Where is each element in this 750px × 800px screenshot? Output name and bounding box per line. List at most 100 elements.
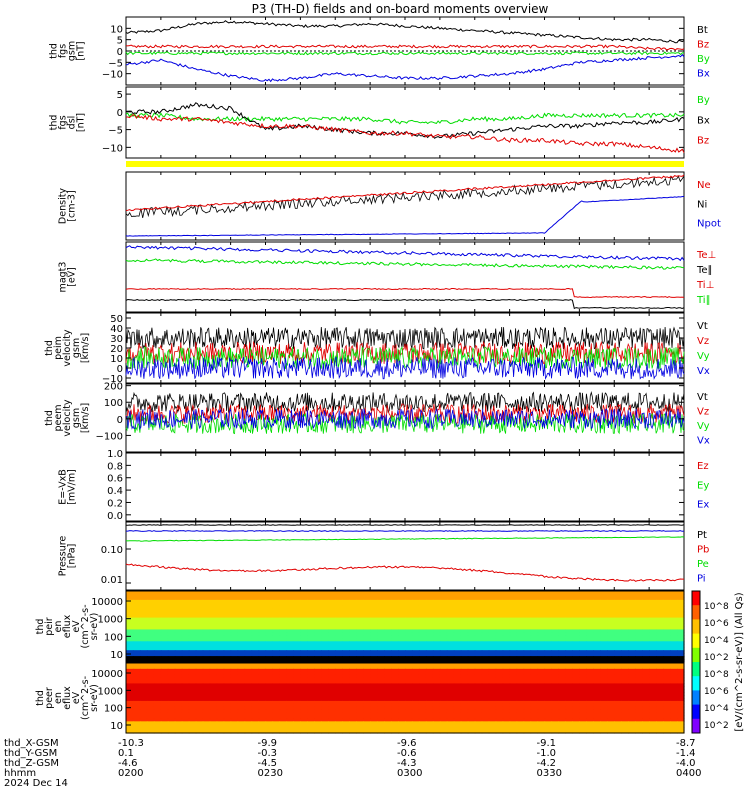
spectrogram-cell — [502, 659, 511, 663]
spectrogram-cell — [244, 665, 253, 670]
spectrogram-cell — [411, 614, 420, 619]
spectrogram-cell — [335, 692, 343, 696]
spectrogram-cell — [600, 596, 608, 601]
spectrogram-cell — [488, 706, 497, 711]
spectrogram-cell — [537, 623, 546, 628]
spectrogram-cell — [670, 605, 678, 610]
spectrogram-cell — [405, 663, 413, 667]
spectrogram-cell — [342, 715, 350, 720]
spectrogram-cell — [223, 663, 232, 667]
spectrogram-cell — [293, 620, 301, 625]
spectrogram-cell — [258, 638, 267, 642]
spectrogram-cell — [384, 715, 392, 720]
spectrogram-cell — [314, 650, 322, 654]
spectrogram-cell — [265, 715, 274, 720]
spectrogram-cell — [544, 665, 553, 670]
spectrogram-cell — [251, 638, 260, 642]
spectrogram-cell — [607, 620, 615, 625]
x-axis-value: -10.3 — [118, 738, 144, 749]
spectrogram-cell — [377, 718, 385, 722]
spectrogram-cell — [600, 692, 608, 696]
spectrogram-cell — [495, 706, 504, 711]
spectrogram-cell — [363, 626, 371, 631]
spectrogram-cell — [670, 638, 678, 642]
spectrogram-cell — [126, 671, 134, 676]
spectrogram-cell — [342, 695, 350, 699]
spectrogram-cell — [391, 635, 399, 639]
spectrogram-cell — [530, 712, 539, 717]
spectrogram-cell — [146, 605, 155, 610]
spectrogram-cell — [167, 647, 176, 651]
spectrogram-cell — [321, 602, 329, 607]
spectrogram-cell — [614, 668, 622, 673]
spectrogram-cell — [572, 680, 580, 685]
spectrogram-cell — [439, 656, 448, 660]
spectrogram-cell — [139, 698, 148, 702]
spectrogram-cell — [544, 689, 553, 693]
spectrogram-cell — [237, 718, 246, 722]
spectrogram-cell — [579, 686, 587, 690]
series-line — [125, 408, 685, 431]
spectrogram-cell — [551, 700, 560, 705]
y-tick-label: 0.0 — [107, 511, 123, 522]
spectrogram-cell — [635, 689, 643, 693]
y-axis-label: E=-VxB — [58, 469, 69, 504]
spectrogram-cell — [495, 683, 504, 687]
spectrogram-cell — [139, 665, 148, 670]
spectrogram-cell — [642, 647, 650, 651]
colorbar-tick-label: 10^2 — [704, 653, 729, 663]
spectrogram-cell — [223, 703, 232, 708]
spectrogram-cell — [342, 641, 350, 645]
spectrogram-cell — [425, 632, 434, 636]
spectrogram-cell — [551, 644, 560, 648]
spectrogram-cell — [160, 668, 169, 673]
spectrogram-cell — [418, 721, 427, 725]
spectrogram-cell — [432, 635, 441, 639]
spectrogram-cell — [286, 686, 294, 690]
spectrogram-cell — [502, 641, 511, 645]
spectrogram-cell — [418, 698, 427, 702]
spectrogram-cell — [307, 663, 315, 667]
spectrogram-cell — [544, 596, 553, 601]
spectrogram-cell — [572, 698, 580, 702]
spectrogram-cell — [593, 599, 601, 604]
spectrogram-cell — [230, 623, 239, 628]
spectrogram-cell — [586, 605, 594, 610]
spectrogram-cell — [126, 665, 134, 670]
spectrogram-cell — [363, 650, 371, 654]
spectrogram-cell — [188, 724, 197, 728]
spectrogram-cell — [502, 605, 511, 610]
spectrogram-cell — [209, 638, 218, 642]
spectrogram-cell — [453, 602, 462, 607]
spectrogram-cell — [607, 715, 615, 720]
spectrogram-cell — [286, 727, 294, 731]
spectrogram-cell — [614, 611, 622, 616]
spectrogram-cell — [488, 605, 497, 610]
spectrogram-cell — [126, 638, 134, 642]
spectrogram-cell — [405, 665, 413, 670]
spectrogram-cell — [300, 721, 308, 725]
spectrogram-cell — [279, 683, 288, 687]
spectrogram-cell — [126, 703, 134, 708]
spectrogram-cell — [586, 602, 594, 607]
spectrogram-cell — [614, 674, 622, 679]
spectrogram-cell — [411, 596, 420, 601]
spectrogram-cell — [495, 727, 504, 731]
spectrogram-cell — [139, 671, 148, 676]
spectrogram-cell — [579, 614, 587, 619]
spectrogram-cell — [384, 659, 392, 663]
spectrogram-cell — [398, 700, 406, 705]
spectrogram-cell — [509, 674, 518, 679]
spectrogram-cell — [586, 709, 594, 714]
spectrogram-cell — [432, 727, 441, 731]
spectrogram-cell — [384, 653, 392, 657]
spectrogram-cell — [195, 689, 204, 693]
spectrogram-cell — [139, 629, 148, 634]
spectrogram-cell — [663, 700, 671, 705]
spectrogram-cell — [614, 715, 622, 720]
spectrogram-cell — [258, 647, 267, 651]
spectrogram-cell — [586, 617, 594, 622]
spectrogram-cell — [425, 611, 434, 616]
spectrogram-cell — [237, 650, 246, 654]
spectrogram-cell — [544, 698, 553, 702]
